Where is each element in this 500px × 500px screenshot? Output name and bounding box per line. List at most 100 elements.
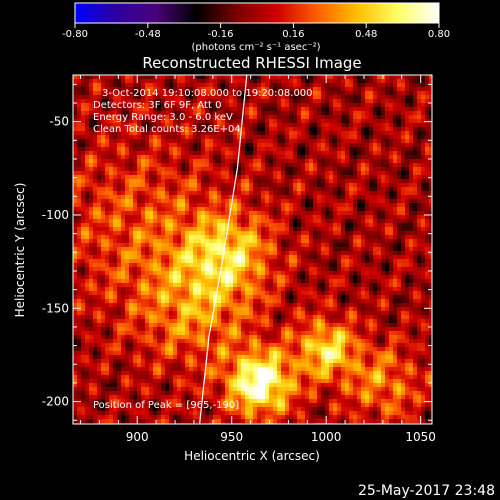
heatmap-cell	[321, 119, 326, 124]
heatmap-cell	[129, 131, 134, 136]
heatmap-cell	[421, 191, 426, 196]
heatmap-cell	[89, 287, 94, 292]
heatmap-cell	[249, 107, 254, 112]
heatmap-cell	[129, 271, 134, 276]
heatmap-cell	[77, 227, 82, 232]
heatmap-cell	[401, 283, 406, 288]
heatmap-cell	[161, 275, 166, 280]
heatmap-cell	[117, 259, 122, 264]
heatmap-cell	[305, 195, 310, 200]
heatmap-cell	[425, 123, 430, 128]
heatmap-cell	[309, 171, 314, 176]
heatmap-cell	[281, 75, 286, 80]
heatmap-cell	[81, 151, 86, 156]
heatmap-cell	[145, 207, 150, 212]
heatmap-cell	[225, 271, 230, 276]
heatmap-cell	[305, 99, 310, 104]
heatmap-cell	[161, 115, 166, 120]
heatmap-cell	[81, 259, 86, 264]
heatmap-cell	[385, 207, 390, 212]
heatmap-cell	[109, 107, 114, 112]
heatmap-cell	[293, 283, 298, 288]
heatmap-cell	[365, 115, 370, 120]
heatmap-cell	[101, 95, 106, 100]
heatmap-cell	[105, 163, 110, 168]
heatmap-cell	[421, 139, 426, 144]
heatmap-cell	[325, 163, 330, 168]
heatmap-cell	[325, 171, 330, 176]
heatmap-cell	[313, 143, 318, 148]
heatmap-cell	[249, 75, 254, 80]
heatmap-cell	[165, 235, 170, 240]
heatmap-cell	[413, 267, 418, 272]
heatmap-cell	[413, 247, 418, 252]
heatmap-cell	[413, 139, 418, 144]
heatmap-cell	[229, 131, 234, 136]
heatmap-cell	[333, 159, 338, 164]
heatmap-cell	[89, 259, 94, 264]
heatmap-cell	[165, 139, 170, 144]
heatmap-cell	[313, 195, 318, 200]
heatmap-cell	[141, 235, 146, 240]
heatmap-cell	[213, 91, 218, 96]
heatmap-cell	[333, 103, 338, 108]
heatmap-cell	[153, 279, 158, 284]
heatmap-cell	[73, 219, 78, 224]
heatmap-cell	[273, 171, 278, 176]
heatmap-cell	[113, 159, 118, 164]
heatmap-cell	[389, 87, 394, 92]
heatmap-cell	[217, 79, 222, 84]
heatmap-cell	[133, 131, 138, 136]
heatmap-cell	[205, 211, 210, 216]
heatmap-cell	[329, 203, 334, 208]
heatmap-cell	[137, 99, 142, 104]
heatmap-cell	[73, 295, 78, 300]
heatmap-cell	[133, 171, 138, 176]
heatmap-cell	[417, 235, 422, 240]
heatmap-cell	[145, 159, 150, 164]
heatmap-cell	[297, 231, 302, 236]
heatmap-cell	[73, 127, 78, 132]
heatmap-cell	[177, 207, 182, 212]
heatmap-cell	[345, 267, 350, 272]
heatmap-cell	[361, 159, 366, 164]
heatmap-cell	[345, 83, 350, 88]
heatmap-cell	[293, 239, 298, 244]
heatmap-cell	[261, 199, 266, 204]
heatmap-cell	[361, 243, 366, 248]
heatmap-cell	[245, 191, 250, 196]
heatmap-cell	[101, 295, 106, 300]
heatmap-cell	[169, 203, 174, 208]
heatmap-cell	[137, 79, 142, 84]
heatmap-cell	[161, 191, 166, 196]
heatmap-cell	[225, 211, 230, 216]
heatmap-cell	[157, 231, 162, 236]
heatmap-cell	[369, 127, 374, 132]
heatmap-cell	[93, 219, 98, 224]
heatmap-cell	[337, 195, 342, 200]
heatmap-cell	[125, 271, 130, 276]
heatmap-cell	[421, 267, 426, 272]
heatmap-cell	[417, 195, 422, 200]
heatmap-cell	[185, 187, 190, 192]
heatmap-cell	[97, 283, 102, 288]
heatmap-cell	[189, 115, 194, 120]
heatmap-cell	[121, 187, 126, 192]
heatmap-cell	[353, 111, 358, 116]
heatmap-cell	[237, 211, 242, 216]
heatmap-cell	[113, 199, 118, 204]
heatmap-cell	[145, 215, 150, 220]
heatmap-cell	[105, 203, 110, 208]
heatmap-cell	[293, 191, 298, 196]
heatmap-cell	[281, 163, 286, 168]
heatmap-cell	[425, 151, 430, 156]
heatmap-cell	[357, 243, 362, 248]
heatmap-cell	[341, 83, 346, 88]
heatmap-cell	[137, 183, 142, 188]
heatmap-cell	[121, 211, 126, 216]
heatmap-cell	[145, 279, 150, 284]
heatmap-cell	[189, 271, 194, 276]
heatmap-cell	[177, 263, 182, 268]
heatmap-cell	[81, 187, 86, 192]
heatmap-cell	[321, 143, 326, 148]
